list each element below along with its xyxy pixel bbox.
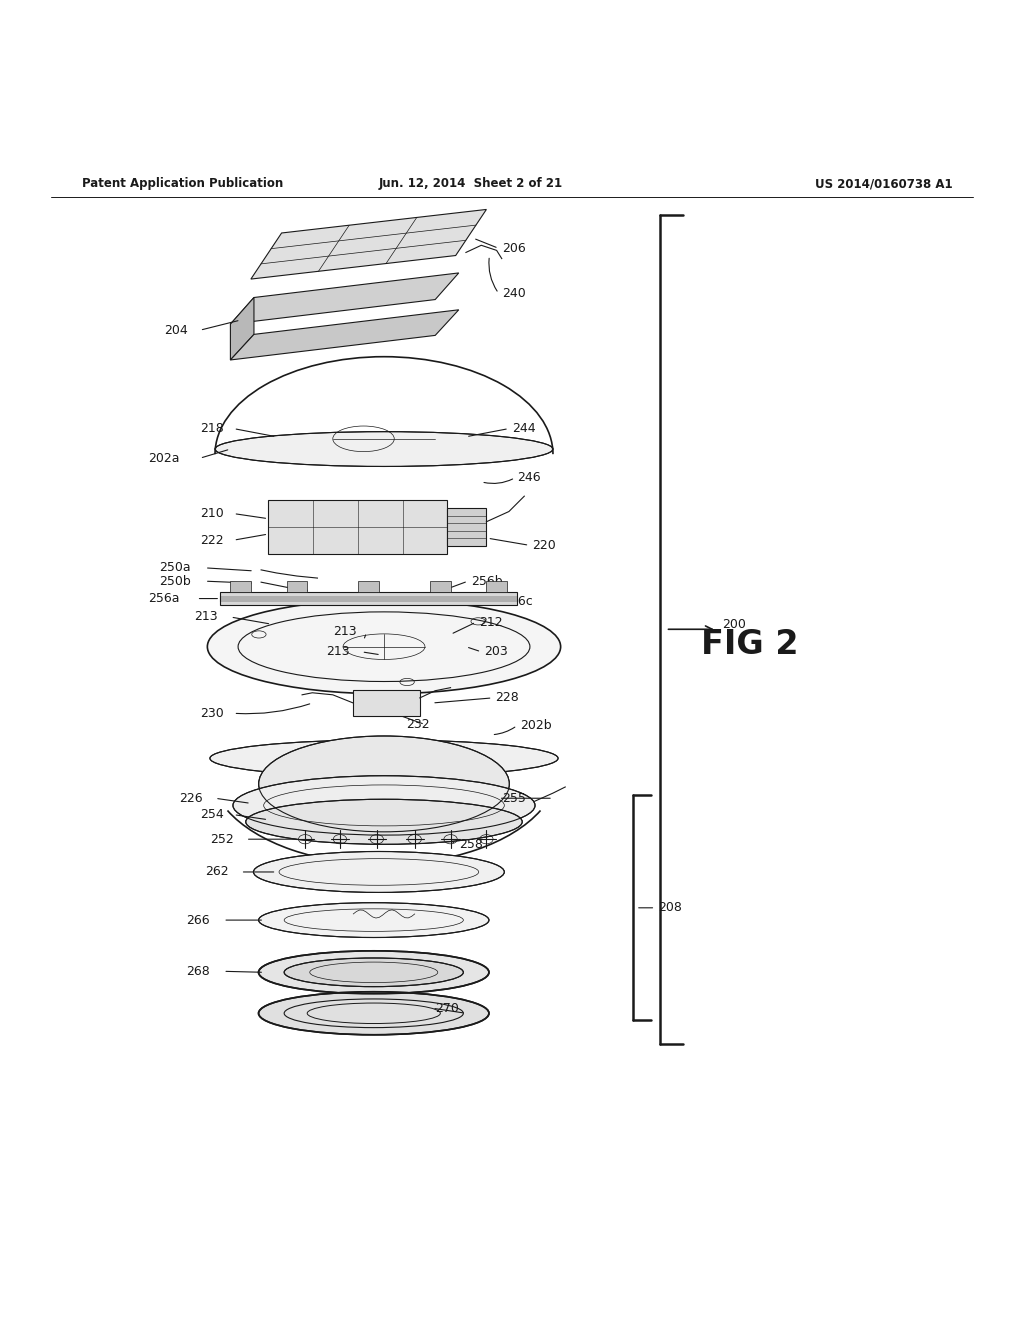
Ellipse shape xyxy=(258,950,489,994)
FancyBboxPatch shape xyxy=(268,500,447,553)
Ellipse shape xyxy=(246,800,522,845)
Text: Jun. 12, 2014  Sheet 2 of 21: Jun. 12, 2014 Sheet 2 of 21 xyxy=(379,177,563,190)
Text: 206: 206 xyxy=(502,242,525,255)
Text: 262: 262 xyxy=(205,866,228,879)
Ellipse shape xyxy=(207,599,561,694)
Text: 210: 210 xyxy=(200,507,223,520)
Ellipse shape xyxy=(210,741,558,776)
Polygon shape xyxy=(230,310,459,360)
Text: 256a: 256a xyxy=(148,593,180,605)
Text: 204: 204 xyxy=(164,323,187,337)
Ellipse shape xyxy=(259,737,509,832)
Text: 250b: 250b xyxy=(159,574,190,587)
Text: 232: 232 xyxy=(407,718,430,731)
Text: 244: 244 xyxy=(512,422,536,436)
Text: 218: 218 xyxy=(200,422,223,436)
Ellipse shape xyxy=(258,903,489,937)
Text: 256c: 256c xyxy=(502,595,532,609)
Text: FIG 2: FIG 2 xyxy=(701,628,799,661)
Text: 222: 222 xyxy=(200,533,223,546)
Text: 213: 213 xyxy=(333,624,356,638)
FancyBboxPatch shape xyxy=(287,581,307,593)
Text: 256b: 256b xyxy=(471,574,503,587)
Polygon shape xyxy=(251,210,486,279)
Text: 255: 255 xyxy=(502,792,525,805)
Text: US 2014/0160738 A1: US 2014/0160738 A1 xyxy=(815,177,952,190)
Text: 258: 258 xyxy=(459,838,482,851)
FancyBboxPatch shape xyxy=(230,581,251,593)
Text: Patent Application Publication: Patent Application Publication xyxy=(82,177,284,190)
Text: 264: 264 xyxy=(351,780,376,793)
Text: 270: 270 xyxy=(435,1002,459,1015)
FancyBboxPatch shape xyxy=(358,581,379,593)
FancyBboxPatch shape xyxy=(220,593,517,605)
Text: 203: 203 xyxy=(484,645,508,659)
Text: 213: 213 xyxy=(326,645,349,659)
Ellipse shape xyxy=(284,958,463,986)
FancyBboxPatch shape xyxy=(430,581,451,593)
FancyBboxPatch shape xyxy=(353,689,420,717)
Text: 250a: 250a xyxy=(159,561,190,574)
Text: 202b: 202b xyxy=(520,719,552,733)
Ellipse shape xyxy=(215,432,553,466)
Text: 202a: 202a xyxy=(148,451,180,465)
Text: 254: 254 xyxy=(200,808,223,821)
Ellipse shape xyxy=(258,991,489,1035)
Ellipse shape xyxy=(233,776,535,836)
Polygon shape xyxy=(230,273,459,325)
Text: 230: 230 xyxy=(200,706,223,719)
Text: 252: 252 xyxy=(210,833,233,846)
Text: 240: 240 xyxy=(502,286,525,300)
Text: 226: 226 xyxy=(179,792,203,805)
Text: 208: 208 xyxy=(658,902,682,915)
Text: 212: 212 xyxy=(479,615,503,628)
Ellipse shape xyxy=(254,851,504,892)
Text: 266: 266 xyxy=(186,913,210,927)
Text: 228: 228 xyxy=(496,692,519,705)
Text: 268: 268 xyxy=(186,965,210,978)
Text: 213: 213 xyxy=(195,610,218,623)
Text: 220: 220 xyxy=(532,539,556,552)
Text: 200: 200 xyxy=(722,618,745,631)
FancyBboxPatch shape xyxy=(486,581,507,593)
FancyBboxPatch shape xyxy=(447,508,486,545)
Polygon shape xyxy=(230,297,254,360)
Text: 246: 246 xyxy=(517,471,541,484)
